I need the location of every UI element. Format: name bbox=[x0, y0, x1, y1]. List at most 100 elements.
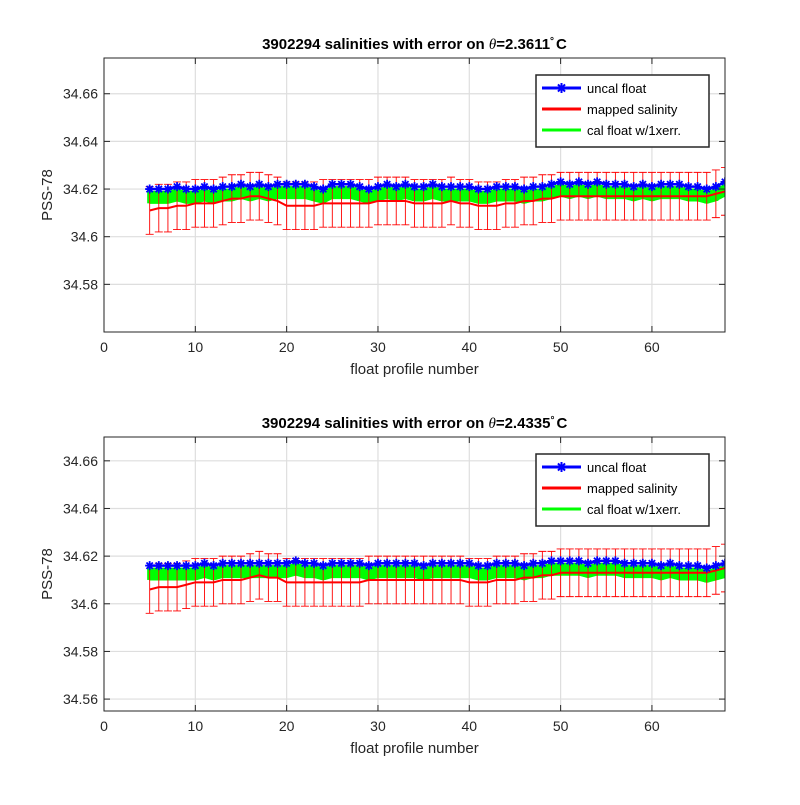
uncal-float-marker bbox=[455, 182, 465, 192]
uncal-float-marker bbox=[291, 179, 301, 189]
uncal-float-marker bbox=[291, 556, 301, 566]
uncal-float-marker bbox=[318, 561, 328, 571]
x-tick-label: 10 bbox=[188, 339, 204, 355]
legend-label-2: mapped salinity bbox=[587, 481, 678, 496]
uncal-float-marker bbox=[309, 558, 319, 568]
uncal-float-marker bbox=[610, 556, 620, 566]
uncal-float-marker bbox=[181, 561, 191, 571]
uncal-float-marker bbox=[629, 558, 639, 568]
chart-2: 0 10 20 30 40 50 60 34.56 34.58 34.6 34.62 34.64 34.… bbox=[39, 415, 766, 757]
uncal-float-marker bbox=[446, 558, 456, 568]
chart-title-value: =2.4335 bbox=[496, 415, 551, 432]
uncal-float-marker bbox=[318, 184, 328, 194]
uncal-float-marker bbox=[483, 561, 493, 571]
uncal-float-marker bbox=[583, 558, 593, 568]
uncal-float-marker bbox=[346, 179, 356, 189]
uncal-float-marker bbox=[172, 182, 182, 192]
y-tick-label: 34.64 bbox=[63, 500, 98, 516]
uncal-float-marker bbox=[364, 184, 374, 194]
uncal-float-marker bbox=[693, 182, 703, 192]
x-tick-label: 60 bbox=[644, 339, 660, 355]
uncal-float-marker bbox=[730, 559, 739, 568]
uncal-float-marker bbox=[748, 177, 757, 186]
x-tick-label: 10 bbox=[188, 718, 204, 734]
y-tick-label: 34.58 bbox=[63, 643, 98, 659]
chart-title-degree: ° bbox=[550, 415, 554, 426]
uncal-float-marker bbox=[620, 558, 630, 568]
legend-star-marker bbox=[556, 83, 567, 93]
x-tick-label: 40 bbox=[462, 339, 478, 355]
uncal-float-marker bbox=[400, 179, 410, 189]
plot-content bbox=[145, 165, 757, 235]
uncal-float-marker bbox=[510, 182, 520, 192]
legend-label-1: uncal float bbox=[587, 81, 647, 96]
uncal-float-marker bbox=[510, 558, 520, 568]
uncal-float-marker bbox=[464, 182, 474, 192]
uncal-float-marker bbox=[537, 558, 547, 568]
uncal-float-marker bbox=[757, 554, 766, 563]
uncal-float-marker bbox=[730, 177, 739, 186]
uncal-float-marker bbox=[181, 184, 191, 194]
legend-star-marker bbox=[556, 462, 567, 472]
legend-label-1: uncal float bbox=[587, 460, 647, 475]
uncal-float-marker bbox=[227, 558, 237, 568]
uncal-float-marker bbox=[190, 184, 200, 194]
mapped-error-bar bbox=[748, 165, 756, 213]
mapped-salinity-line bbox=[149, 190, 725, 212]
uncal-float-marker bbox=[245, 182, 255, 192]
uncal-float-marker bbox=[473, 561, 483, 571]
uncal-float-marker bbox=[665, 179, 675, 189]
uncal-float-marker bbox=[629, 182, 639, 192]
uncal-float-marker bbox=[245, 558, 255, 568]
uncal-float-marker bbox=[492, 558, 502, 568]
uncal-float-marker bbox=[410, 558, 419, 568]
plot-content bbox=[145, 542, 766, 614]
uncal-float-marker bbox=[546, 556, 556, 566]
y-tick-label: 34.58 bbox=[63, 276, 98, 292]
uncal-float-marker bbox=[483, 184, 493, 194]
uncal-float-marker bbox=[172, 561, 182, 571]
chart-title-theta: θ bbox=[489, 37, 497, 53]
chart-title-theta: θ bbox=[488, 416, 496, 432]
uncal-float-marker bbox=[419, 561, 429, 571]
y-axis-label: PSS-78 bbox=[39, 169, 56, 221]
uncal-float-marker bbox=[501, 182, 511, 192]
uncal-float-marker bbox=[282, 179, 292, 189]
chart-title-prefix: 3902294 salinities with error on bbox=[262, 415, 489, 432]
uncal-float-marker bbox=[336, 558, 346, 568]
y-tick-label: 34.6 bbox=[71, 229, 98, 245]
uncal-float-marker bbox=[574, 556, 584, 566]
uncal-float-marker bbox=[382, 179, 392, 189]
uncal-float-marker bbox=[154, 184, 164, 194]
uncal-float-marker bbox=[254, 179, 264, 189]
uncal-float-marker bbox=[327, 179, 337, 189]
uncal-float-marker bbox=[647, 558, 657, 568]
x-axis-label: float profile number bbox=[350, 361, 478, 378]
x-tick-label: 40 bbox=[462, 718, 478, 734]
uncal-float-marker bbox=[199, 558, 209, 568]
uncal-float-marker bbox=[528, 182, 538, 192]
mapped-error-bar bbox=[748, 542, 756, 590]
uncal-float-marker bbox=[711, 182, 721, 192]
uncal-float-marker bbox=[199, 182, 209, 192]
uncal-float-marker bbox=[638, 558, 648, 568]
uncal-float-marker bbox=[574, 177, 584, 187]
axes-box bbox=[103, 436, 726, 712]
uncal-float-marker bbox=[355, 182, 365, 192]
uncal-float-marker bbox=[273, 558, 283, 568]
chart-1: 0 10 20 30 40 50 60 34.58 34.6 34.62 34.64 34.66 flo… bbox=[39, 36, 757, 378]
uncal-float-marker bbox=[236, 558, 246, 568]
uncal-float-marker bbox=[565, 556, 575, 566]
uncal-float-marker bbox=[519, 184, 529, 194]
uncal-float-marker bbox=[163, 184, 173, 194]
uncal-float-marker bbox=[373, 182, 383, 192]
uncal-float-marker bbox=[656, 561, 666, 571]
mapped-error-bar bbox=[730, 544, 738, 592]
uncal-float-marker bbox=[674, 179, 684, 189]
uncal-float-marker bbox=[300, 558, 310, 568]
uncal-float-marker bbox=[665, 558, 675, 568]
x-tick-label: 20 bbox=[279, 718, 295, 734]
mapped-error-bar bbox=[730, 165, 738, 213]
x-tick-label: 60 bbox=[644, 718, 660, 734]
uncal-float-marker bbox=[282, 558, 292, 568]
